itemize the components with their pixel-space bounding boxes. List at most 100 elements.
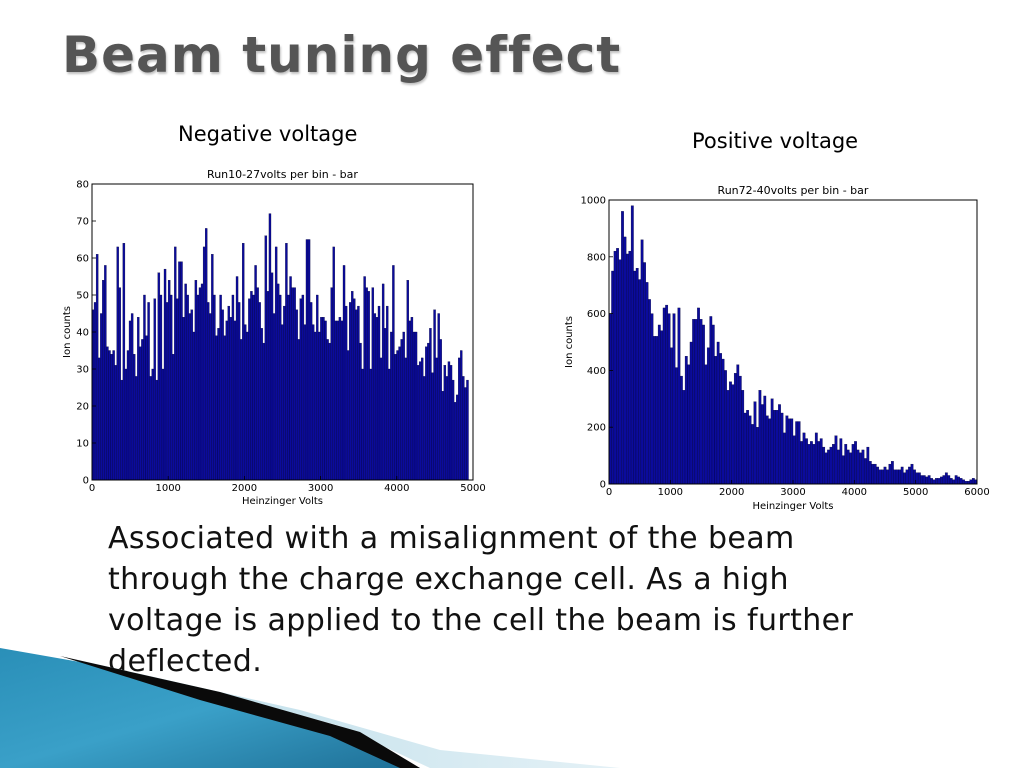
bar — [392, 265, 395, 481]
bar — [630, 205, 634, 485]
bar — [819, 438, 823, 485]
bar — [898, 469, 902, 485]
bar — [283, 305, 286, 481]
bar — [756, 427, 759, 485]
caption-positive-voltage: Positive voltage — [692, 129, 859, 153]
bar — [93, 302, 97, 481]
bar — [400, 339, 403, 481]
bar — [353, 298, 356, 481]
bar — [213, 294, 216, 481]
bar — [180, 261, 183, 481]
bar — [638, 279, 642, 485]
bar — [932, 479, 936, 485]
bar — [716, 341, 720, 485]
x-axis-label: Heinzinger Volts — [242, 496, 323, 507]
bar — [373, 313, 377, 481]
bar — [174, 246, 177, 481]
bar — [143, 294, 146, 481]
x-tick-label: 5000 — [903, 487, 928, 498]
bar — [159, 294, 163, 481]
bar — [611, 270, 615, 485]
bar — [295, 309, 298, 481]
bar — [379, 357, 383, 481]
bar — [330, 287, 333, 481]
bar — [377, 305, 381, 481]
bar — [441, 391, 444, 481]
bar — [738, 375, 742, 485]
bar — [326, 339, 329, 481]
bar — [449, 365, 453, 481]
bar — [628, 250, 632, 485]
bar — [223, 335, 226, 481]
bar — [733, 373, 737, 485]
histogram-negative-voltage: 0 1000 2000 3000 4000 5000 0 10 20 30 40 50 60 70 80 Ru… — [58, 163, 488, 508]
x-tick-label: 3000 — [308, 483, 333, 494]
bar — [643, 262, 646, 485]
bar — [790, 418, 794, 485]
bar — [800, 441, 803, 485]
bar — [729, 381, 732, 485]
bar — [371, 287, 375, 481]
bar — [178, 261, 181, 481]
bar — [704, 364, 708, 485]
bar — [367, 291, 370, 481]
bar — [466, 379, 469, 481]
bar — [797, 421, 801, 485]
bar — [246, 331, 249, 481]
bar — [443, 365, 447, 481]
bar — [863, 458, 867, 485]
bar — [626, 253, 629, 485]
bar — [198, 287, 202, 481]
y-tick-label: 40 — [76, 328, 89, 339]
bar — [971, 478, 975, 485]
bar — [635, 268, 639, 485]
bar — [817, 441, 821, 485]
x-tick-label: 2000 — [719, 487, 744, 498]
bar — [888, 463, 892, 485]
bar — [812, 444, 816, 485]
bar — [388, 368, 391, 481]
bar — [453, 402, 457, 481]
bar — [433, 309, 436, 481]
bar — [697, 307, 700, 485]
bar — [844, 444, 848, 485]
bar — [188, 313, 191, 481]
bar — [410, 317, 414, 481]
bar — [207, 302, 210, 481]
bar — [423, 376, 426, 481]
bar — [851, 444, 855, 485]
bar — [773, 410, 776, 485]
bar — [98, 357, 101, 481]
bar — [640, 239, 644, 485]
slide-title: Beam tuning effect — [62, 26, 622, 84]
bar — [760, 404, 764, 485]
bar — [822, 446, 826, 485]
x-tick-label: 3000 — [780, 487, 805, 498]
bar — [351, 291, 354, 481]
bar — [959, 478, 963, 485]
bar — [279, 294, 282, 481]
bar — [141, 339, 144, 481]
bar — [447, 361, 451, 481]
bar — [834, 435, 838, 485]
bar — [132, 354, 136, 481]
bar — [394, 354, 397, 481]
bar — [184, 283, 187, 481]
bar — [311, 324, 315, 481]
y-tick-label: 600 — [587, 309, 606, 320]
bar — [359, 342, 362, 481]
bar — [763, 395, 767, 485]
y-tick-label: 800 — [587, 252, 606, 263]
bar — [135, 376, 138, 481]
bar — [873, 463, 877, 485]
bar — [445, 376, 449, 481]
x-tick-label: 6000 — [964, 487, 989, 498]
bar — [102, 280, 105, 481]
bar — [266, 291, 270, 481]
bar — [309, 302, 313, 481]
bar — [935, 478, 938, 485]
histogram-positive-voltage: 0 1000 2000 3000 4000 5000 6000 0 200 400 600 800 10… — [560, 178, 990, 513]
bar — [724, 370, 727, 485]
bar — [711, 324, 715, 485]
bar — [746, 410, 749, 485]
